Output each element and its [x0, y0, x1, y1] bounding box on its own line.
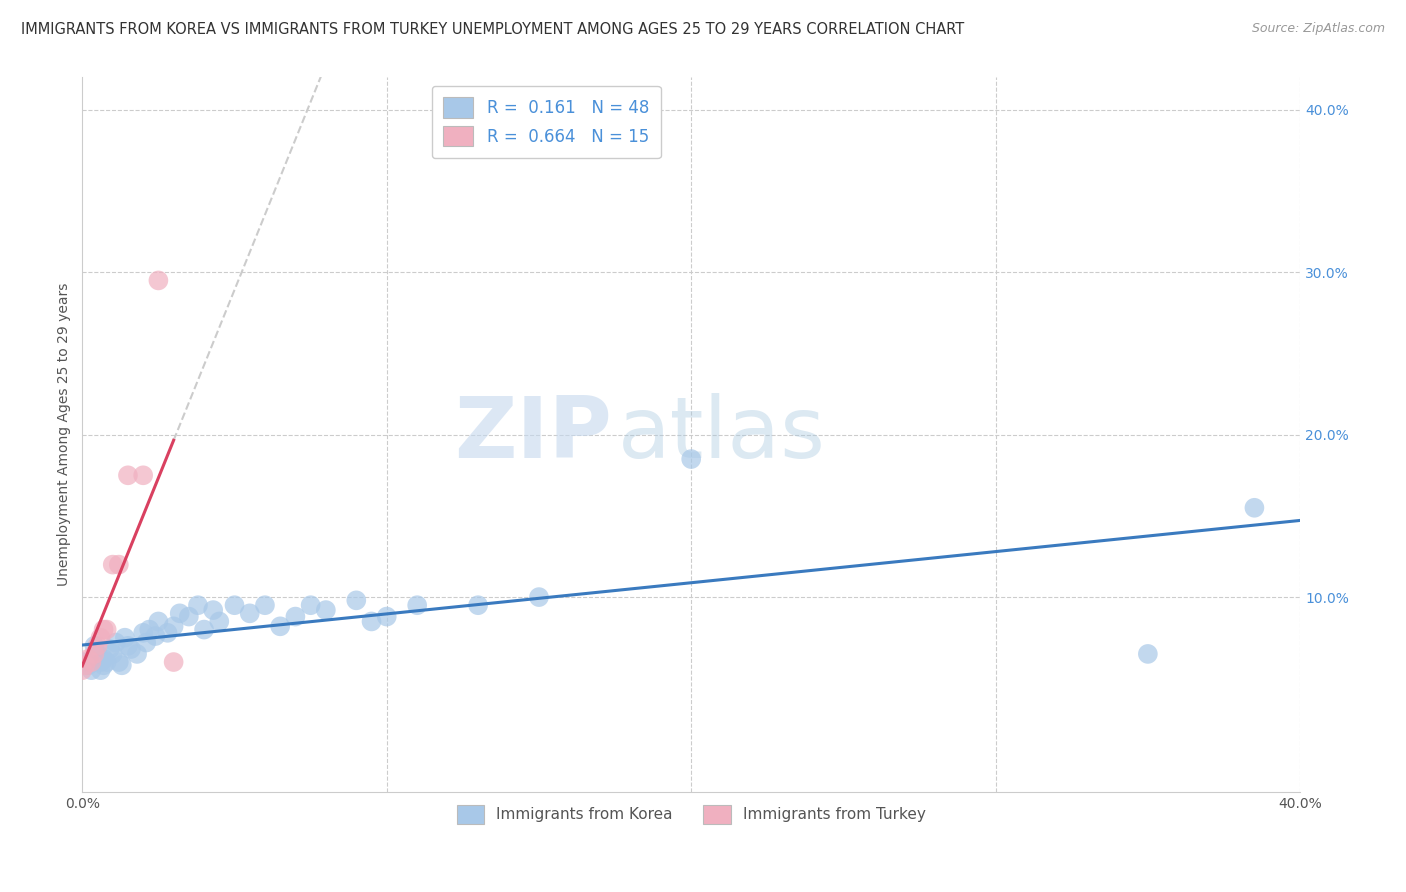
- Point: [90, 663, 112, 677]
- Point: [101, 647, 124, 661]
- Point: [193, 623, 215, 637]
- Point: [406, 598, 429, 612]
- Point: [315, 603, 337, 617]
- Point: [77, 658, 100, 673]
- Point: [83, 647, 105, 661]
- Text: ZIP: ZIP: [454, 393, 612, 476]
- Point: [143, 629, 166, 643]
- Point: [108, 558, 131, 572]
- Point: [120, 642, 142, 657]
- Text: atlas: atlas: [619, 393, 827, 476]
- Point: [72, 655, 94, 669]
- Point: [108, 655, 131, 669]
- Point: [117, 468, 139, 483]
- Point: [117, 639, 139, 653]
- Point: [269, 619, 291, 633]
- Point: [1136, 647, 1159, 661]
- Point: [135, 635, 157, 649]
- Point: [162, 619, 184, 633]
- Point: [80, 663, 103, 677]
- Point: [375, 609, 398, 624]
- Point: [187, 598, 209, 612]
- Point: [148, 273, 170, 287]
- Legend: Immigrants from Korea, Immigrants from Turkey: Immigrants from Korea, Immigrants from T…: [446, 794, 936, 834]
- Point: [162, 655, 184, 669]
- Point: [169, 607, 191, 621]
- Point: [93, 623, 115, 637]
- Text: Source: ZipAtlas.com: Source: ZipAtlas.com: [1251, 22, 1385, 36]
- Point: [72, 663, 94, 677]
- Point: [77, 652, 100, 666]
- Point: [93, 652, 115, 666]
- Point: [148, 615, 170, 629]
- Point: [114, 631, 136, 645]
- Point: [1243, 500, 1265, 515]
- Point: [360, 615, 382, 629]
- Point: [127, 647, 149, 661]
- Point: [80, 655, 103, 669]
- Point: [253, 598, 276, 612]
- Point: [96, 623, 118, 637]
- Point: [90, 631, 112, 645]
- Point: [224, 598, 246, 612]
- Point: [111, 658, 134, 673]
- Point: [156, 625, 179, 640]
- Text: IMMIGRANTS FROM KOREA VS IMMIGRANTS FROM TURKEY UNEMPLOYMENT AMONG AGES 25 TO 29: IMMIGRANTS FROM KOREA VS IMMIGRANTS FROM…: [21, 22, 965, 37]
- Point: [104, 635, 127, 649]
- Point: [96, 655, 118, 669]
- Point: [138, 623, 160, 637]
- Point: [132, 468, 155, 483]
- Point: [83, 639, 105, 653]
- Point: [93, 658, 115, 673]
- Point: [132, 625, 155, 640]
- Point: [177, 609, 200, 624]
- Point: [202, 603, 225, 617]
- Point: [98, 642, 121, 657]
- Point: [344, 593, 367, 607]
- Y-axis label: Unemployment Among Ages 25 to 29 years: Unemployment Among Ages 25 to 29 years: [58, 283, 72, 586]
- Point: [467, 598, 489, 612]
- Point: [208, 615, 231, 629]
- Point: [86, 639, 108, 653]
- Point: [681, 452, 703, 467]
- Point: [101, 558, 124, 572]
- Point: [239, 607, 262, 621]
- Point: [299, 598, 322, 612]
- Point: [90, 655, 112, 669]
- Point: [527, 590, 550, 604]
- Point: [75, 658, 97, 673]
- Point: [284, 609, 307, 624]
- Point: [86, 647, 108, 661]
